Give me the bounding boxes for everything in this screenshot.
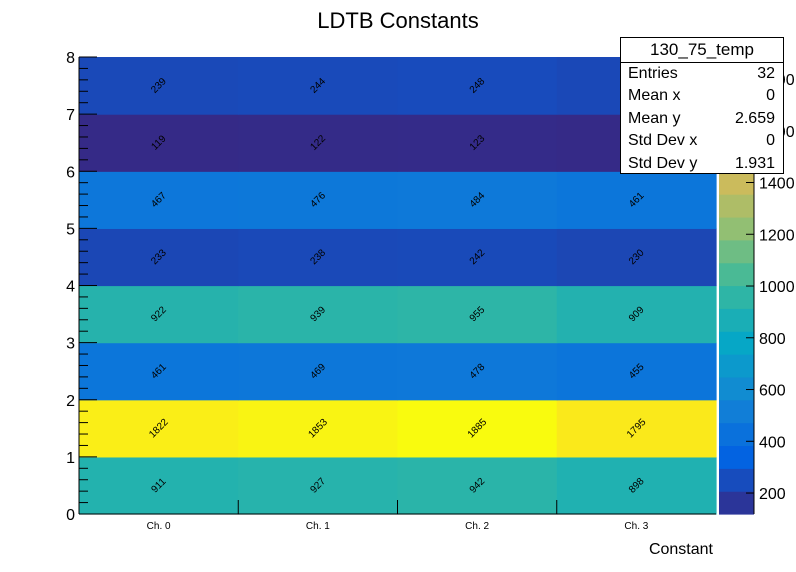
- color-scale-tick-label: 1400: [759, 176, 795, 193]
- color-scale-tick-label: 200: [759, 486, 786, 503]
- color-scale-segment: [719, 308, 754, 332]
- heatmap-cells: [79, 57, 717, 515]
- heatmap-cell: [556, 171, 717, 229]
- y-tick-label: 6: [66, 164, 75, 181]
- heatmap-cell: [397, 399, 558, 458]
- stats-value: 1.931: [734, 154, 775, 172]
- y-tick-label: 2: [66, 393, 75, 410]
- y-tick-label: 3: [66, 336, 75, 353]
- heatmap-cell: [238, 342, 399, 401]
- heatmap-cell: [79, 399, 239, 458]
- axes: 0 1 2 3 4 5 6 7 8 Ch. 0 Ch. 1 Ch. 2 Ch. 3: [66, 50, 716, 532]
- heatmap-cell: [79, 114, 239, 172]
- y-tick-label: 4: [66, 279, 75, 296]
- heatmap-cell: [79, 171, 239, 229]
- y-tick-label: 7: [66, 107, 75, 124]
- stats-label: Std Dev y: [628, 154, 698, 172]
- heatmap-cell: [238, 399, 399, 458]
- y-tick-label: 0: [66, 507, 75, 524]
- y-tick-label: 1: [66, 450, 75, 467]
- x-tick-label: Ch. 0: [147, 521, 171, 532]
- heatmap-cell: [79, 285, 239, 344]
- stats-label: Entries: [628, 65, 678, 82]
- heatmap-cell: [238, 114, 399, 172]
- y-tick-label: 8: [66, 50, 75, 67]
- heatmap-cell: [556, 399, 717, 458]
- heatmap-cell: [238, 171, 399, 229]
- color-scale-tick-label: 1000: [759, 279, 795, 296]
- color-scale-segment: [719, 491, 754, 515]
- color-scale-tick-label: 600: [759, 383, 786, 400]
- heatmap-cell: [397, 342, 558, 401]
- color-scale-tick-label: 800: [759, 331, 786, 348]
- heatmap-cell: [556, 285, 717, 344]
- heatmap-cell: [79, 228, 239, 287]
- stats-value: 0: [766, 132, 775, 150]
- color-scale-segment: [719, 171, 754, 195]
- stats-label: Std Dev x: [628, 132, 698, 150]
- heatmap-cell: [397, 456, 558, 515]
- heatmap-cell: [79, 342, 239, 401]
- color-scale-segment: [719, 422, 754, 447]
- stats-value: 0: [766, 87, 775, 105]
- stats-row-mean-y: Mean y 2.659: [621, 108, 783, 130]
- x-tick-label: Ch. 1: [306, 521, 330, 532]
- heatmap-cell: [238, 228, 399, 287]
- heatmap-cell: [397, 57, 558, 115]
- heatmap-cell: [238, 57, 399, 115]
- stats-row-mean-x: Mean x 0: [621, 85, 783, 107]
- heatmap-cell: [556, 228, 717, 287]
- stats-label: Mean x: [628, 87, 681, 105]
- stats-row-std-dev-y: Std Dev y 1.931: [621, 153, 783, 175]
- color-scale-tick-label: 400: [759, 434, 786, 451]
- color-scale-segment: [719, 445, 754, 469]
- chart-title: LDTB Constants: [317, 8, 478, 33]
- y-tick-label: 5: [66, 221, 75, 238]
- color-scale-segment: [719, 285, 754, 309]
- stats-value: 32: [757, 65, 775, 82]
- heatmap-cell: [556, 456, 717, 515]
- color-scale-segment: [719, 354, 754, 378]
- x-axis-label: Constant: [649, 541, 714, 558]
- heatmap-cell: [238, 285, 399, 344]
- heatmap-cell: [556, 342, 717, 401]
- color-scale-segment: [719, 239, 754, 264]
- color-scale-segment: [719, 468, 754, 492]
- stats-histogram-name: 130_75_temp: [621, 38, 783, 63]
- color-scale-segment: [719, 376, 754, 401]
- stats-value: 2.659: [734, 109, 775, 127]
- color-scale-tick-label: 1200: [759, 227, 795, 244]
- color-scale-segment: [719, 331, 754, 355]
- stats-row-entries: Entries 32: [621, 63, 783, 85]
- heatmap-cell: [79, 456, 239, 515]
- color-scale-segment: [719, 216, 754, 241]
- heatmap-cell: [79, 57, 239, 115]
- color-scale-segment: [719, 262, 754, 287]
- color-scale-segment: [719, 399, 754, 424]
- x-tick-label: Ch. 3: [624, 521, 648, 532]
- heatmap-cell: [397, 114, 558, 172]
- heatmap-cell: [238, 456, 399, 515]
- stats-label: Mean y: [628, 109, 681, 127]
- x-tick-label: Ch. 2: [465, 521, 489, 532]
- statistics-box: 130_75_temp Entries 32 Mean x 0 Mean y 2…: [620, 37, 784, 174]
- heatmap-cell: [397, 228, 558, 287]
- heatmap-cell: [397, 171, 558, 229]
- color-scale-segment: [719, 194, 754, 218]
- stats-row-std-dev-x: Std Dev x 0: [621, 130, 783, 152]
- heatmap-cell: [397, 285, 558, 344]
